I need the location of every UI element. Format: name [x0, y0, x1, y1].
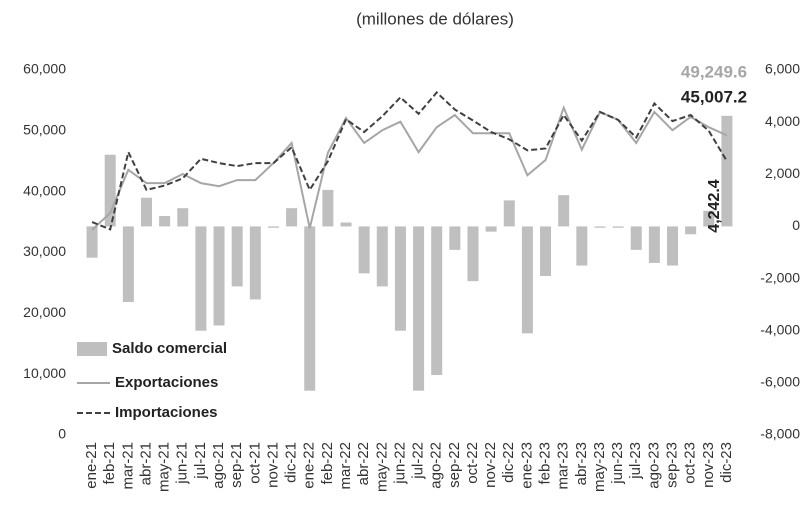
y-tick-label: 50,000: [23, 122, 66, 138]
y2-tick-label: -8,000: [760, 426, 800, 442]
bar: [249, 226, 261, 300]
y2-tick-label: 4,000: [765, 113, 800, 129]
x-tick-label: feb-21: [101, 442, 118, 485]
y2-tick-label: 0: [792, 217, 800, 233]
bar: [721, 115, 733, 227]
x-tick-label: sep-21: [228, 442, 245, 488]
x-tick-label: jun-22: [391, 442, 408, 485]
line: [91, 104, 728, 231]
y2-tick-label: -2,000: [760, 269, 800, 285]
annotation: 45,007.2: [681, 87, 747, 106]
bar: [558, 195, 570, 227]
x-tick-label: feb-22: [319, 442, 336, 485]
x-tick-label: abr-21: [137, 442, 154, 485]
x-tick-label: nov-21: [264, 442, 281, 488]
x-tick-label: feb-23: [537, 442, 554, 485]
bar: [267, 226, 279, 228]
chart-subtitle: (millones de dólares): [356, 9, 514, 28]
x-tick-label: abr-23: [573, 442, 590, 485]
x-tick-label: dic-22: [500, 442, 517, 483]
x-tick-label: ago-22: [428, 442, 445, 489]
bar: [104, 154, 116, 227]
x-tick-label: jun-21: [174, 442, 191, 485]
y2-tick-label: -4,000: [760, 321, 800, 337]
x-tick-label: ene-23: [518, 442, 535, 489]
x-tick-label: jun-23: [609, 442, 626, 485]
x-tick-label: sep-23: [663, 442, 680, 488]
x-tick-label: sep-22: [446, 442, 463, 488]
annotation: 4,242.4: [706, 179, 723, 232]
bar: [140, 197, 152, 227]
bar: [576, 226, 588, 266]
y-tick-label: 0: [58, 426, 66, 442]
bar: [394, 226, 406, 331]
x-tick-label: may-22: [373, 442, 390, 492]
x-tick-label: mar-23: [555, 442, 572, 490]
y2-tick-label: -6,000: [760, 374, 800, 390]
y-tick-label: 30,000: [23, 243, 66, 259]
y-tick-label: 40,000: [23, 182, 66, 198]
bar: [521, 226, 533, 334]
bar: [685, 226, 697, 235]
x-tick-label: jul-21: [192, 442, 209, 480]
x-tick-label: dic-21: [283, 442, 300, 483]
bar: [86, 226, 98, 258]
annotation: 49,249.6: [681, 62, 747, 81]
x-tick-label: ene-21: [83, 442, 100, 489]
bar: [122, 226, 134, 303]
legend-label: Saldo comercial: [112, 340, 227, 357]
bar: [413, 226, 425, 391]
x-tick-label: oct-21: [246, 442, 263, 484]
legend-label: Exportaciones: [115, 374, 218, 391]
bar: [322, 189, 334, 227]
bar: [431, 226, 443, 376]
x-tick-label: mar-21: [119, 442, 136, 490]
y2-tick-label: 6,000: [765, 61, 800, 77]
x-tick-label: oct-23: [682, 442, 699, 484]
bar: [612, 226, 624, 228]
bar: [630, 226, 642, 250]
bar: [703, 210, 715, 227]
x-tick-label: ago-21: [210, 442, 227, 489]
x-tick-label: nov-23: [700, 442, 717, 488]
x-tick-label: jul-22: [410, 442, 427, 480]
bar: [340, 222, 352, 227]
bar: [231, 226, 243, 287]
x-tick-label: abr-22: [355, 442, 372, 485]
bar: [358, 226, 370, 274]
bar: [304, 226, 316, 391]
bar: [485, 226, 497, 232]
bar: [177, 208, 189, 227]
x-tick-label: dic-23: [718, 442, 735, 483]
bar: [540, 226, 552, 276]
line: [91, 91, 728, 231]
bar: [467, 226, 479, 282]
y-tick-label: 60,000: [23, 61, 66, 77]
y-tick-label: 20,000: [23, 304, 66, 320]
bar: [286, 208, 298, 227]
bar: [503, 200, 515, 227]
y-tick-label: 10,000: [23, 365, 66, 381]
x-tick-label: jul-23: [627, 442, 644, 480]
x-tick-label: oct-22: [464, 442, 481, 484]
bar: [213, 226, 225, 326]
x-tick-label: may-23: [591, 442, 608, 492]
bar: [648, 226, 660, 263]
x-tick-label: ago-23: [645, 442, 662, 489]
bar: [449, 226, 461, 250]
legend-label: Importaciones: [115, 404, 218, 421]
x-tick-label: may-21: [156, 442, 173, 492]
bar: [376, 226, 388, 287]
bar: [159, 216, 171, 227]
y2-tick-label: 2,000: [765, 165, 800, 181]
bar: [594, 226, 606, 228]
bar: [667, 226, 679, 266]
x-tick-label: nov-22: [482, 442, 499, 488]
legend-swatch: [77, 342, 107, 356]
bar: [195, 226, 207, 331]
x-tick-label: mar-22: [337, 442, 354, 490]
x-tick-label: ene-22: [301, 442, 318, 489]
